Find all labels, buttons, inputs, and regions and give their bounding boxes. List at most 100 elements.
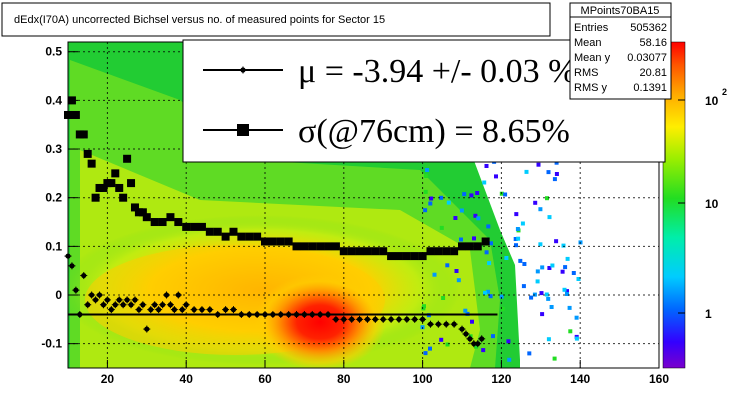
z-tick-label: 10 [705, 197, 719, 211]
mean-point [356, 315, 364, 323]
mean-point [403, 315, 411, 323]
sparse-bin [494, 174, 498, 179]
mean-point [470, 340, 478, 348]
mean-point [84, 301, 92, 309]
sparse-bin [536, 162, 541, 167]
sigma-point [115, 183, 124, 192]
sparse-bin [552, 356, 557, 361]
sparse-bin [554, 239, 559, 244]
x-tick-label: 80 [337, 372, 351, 386]
sparse-bin [473, 213, 478, 218]
mean-point [170, 306, 178, 314]
sigma-point [130, 203, 139, 212]
mean-point [123, 296, 131, 304]
sparse-bin [445, 342, 450, 347]
sparse-bin [445, 263, 450, 268]
mean-point [395, 315, 403, 323]
sparse-bin [535, 279, 540, 284]
sparse-bin [432, 272, 437, 277]
sigma-point [402, 252, 411, 261]
sparse-bin [486, 224, 491, 229]
mean-point [363, 315, 371, 323]
sigma-point [426, 247, 435, 256]
sparse-bin [546, 170, 551, 175]
mean-point [80, 272, 88, 280]
sigma-point [261, 237, 269, 246]
sigma-point [197, 222, 206, 231]
sigma-point [150, 218, 159, 227]
sparse-bin [484, 164, 489, 168]
mean-point [348, 315, 356, 323]
mean-point [293, 310, 301, 318]
mean-point [300, 310, 308, 318]
mean-point [107, 306, 115, 314]
sparse-bin [565, 289, 569, 294]
sparse-bin [425, 168, 430, 172]
sigma-point [308, 242, 317, 251]
sparse-bin [439, 337, 444, 342]
sparse-bin [481, 348, 486, 353]
mean-point [182, 301, 190, 309]
mean-point [340, 315, 348, 323]
mean-point [308, 310, 316, 318]
z-tick-label: 10 [705, 94, 719, 108]
mean-point [466, 335, 474, 343]
sparse-bin [522, 262, 527, 266]
legend-entry-sigma: σ(@76cm) = 8.65% [203, 113, 570, 150]
mean-point [285, 310, 293, 318]
mean-point [131, 296, 139, 304]
mean-point [159, 301, 167, 309]
sparse-bin [446, 200, 451, 205]
sparse-bin [421, 306, 426, 311]
sparse-bin [504, 256, 509, 260]
sigma-point [434, 247, 443, 256]
sigma-point [158, 218, 167, 227]
density-heatmap [68, 42, 520, 368]
sparse-bin [527, 351, 532, 356]
mean-point [143, 325, 151, 333]
sparse-bin [454, 269, 459, 273]
sigma-point [300, 242, 309, 251]
sparse-bin [439, 195, 444, 200]
stats-value: 20.81 [639, 67, 667, 79]
sparse-bin [574, 315, 579, 320]
sigma-points-series [64, 96, 490, 261]
sigma-point [64, 110, 72, 119]
sparse-bin [545, 196, 549, 201]
mean-point [214, 310, 222, 318]
sigma-point [465, 242, 474, 251]
mean-point [462, 330, 470, 338]
y-axis: -0.1 0 0.1 0.2 0.3 0.4 0.5 [41, 45, 78, 351]
sparse-bin [459, 208, 464, 213]
mean-point [151, 301, 159, 309]
stats-label: RMS [574, 67, 598, 79]
sparse-bin [550, 263, 555, 268]
sparse-bin [428, 346, 432, 351]
sigma-point [331, 242, 340, 251]
sparse-bin [547, 215, 552, 220]
x-tick-label: 20 [101, 372, 115, 386]
sigma-point [379, 247, 388, 256]
y-tick-label: 0.3 [45, 142, 62, 156]
sparse-bin [546, 296, 551, 301]
stats-label: Mean y [574, 52, 611, 64]
title-box [1, 2, 551, 37]
sparse-bin [565, 256, 570, 261]
sigma-point [123, 154, 132, 163]
mean-point [261, 310, 269, 318]
mean-point [198, 306, 206, 314]
mean-point [442, 320, 450, 328]
sigma-point [83, 149, 92, 158]
sparse-bin [567, 305, 572, 310]
mean-point [324, 310, 332, 318]
x-tick-label: 40 [180, 372, 194, 386]
mean-point [64, 252, 72, 260]
sparse-bin [462, 192, 467, 197]
mean-point [478, 335, 486, 343]
legend-star-marker [239, 66, 247, 74]
sigma-point [363, 247, 372, 256]
sparse-bin [520, 221, 525, 226]
sparse-bin [423, 208, 428, 213]
